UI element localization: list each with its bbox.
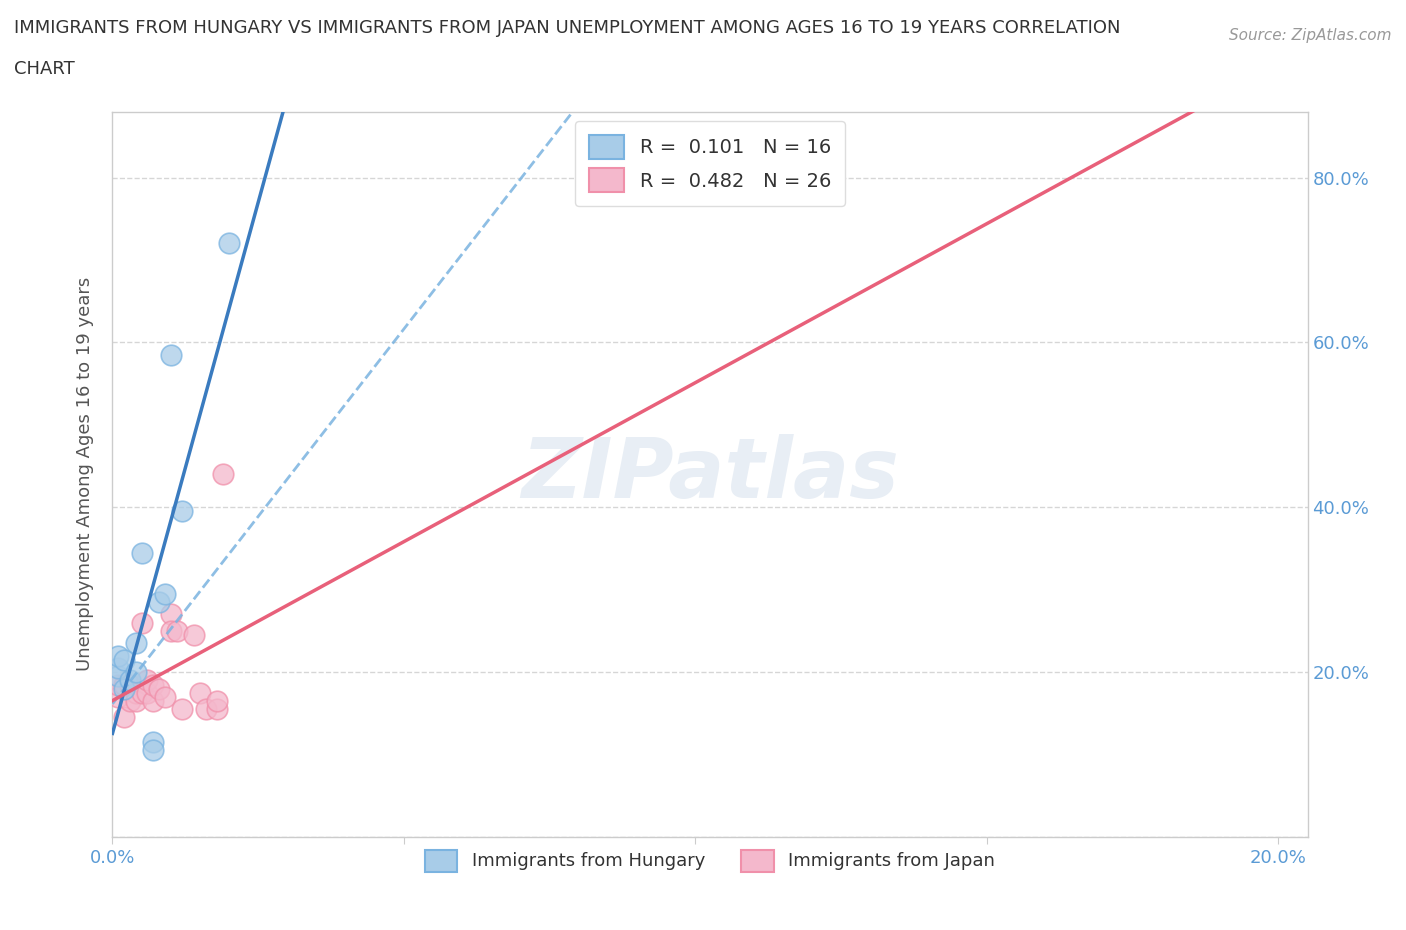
- Text: ZIPatlas: ZIPatlas: [522, 433, 898, 515]
- Point: [107, 660, 129, 675]
- Point: [136, 673, 159, 688]
- Point: [212, 467, 235, 482]
- Point: [159, 623, 181, 638]
- Point: [112, 681, 135, 696]
- Point: [131, 685, 153, 700]
- Point: [125, 685, 148, 700]
- Point: [188, 685, 211, 700]
- Point: [107, 689, 129, 704]
- Point: [131, 616, 153, 631]
- Point: [142, 677, 165, 692]
- Point: [148, 681, 170, 696]
- Point: [153, 689, 176, 704]
- Point: [136, 685, 159, 700]
- Point: [142, 743, 165, 758]
- Point: [166, 623, 188, 638]
- Point: [125, 636, 148, 651]
- Point: [112, 677, 135, 692]
- Point: [194, 702, 217, 717]
- Point: [118, 677, 141, 692]
- Point: [207, 702, 229, 717]
- Text: CHART: CHART: [14, 60, 75, 78]
- Point: [159, 347, 181, 362]
- Point: [112, 710, 135, 724]
- Point: [125, 665, 148, 680]
- Text: IMMIGRANTS FROM HUNGARY VS IMMIGRANTS FROM JAPAN UNEMPLOYMENT AMONG AGES 16 TO 1: IMMIGRANTS FROM HUNGARY VS IMMIGRANTS FR…: [14, 19, 1121, 36]
- Point: [142, 735, 165, 750]
- Point: [159, 607, 181, 622]
- Point: [172, 504, 194, 519]
- Point: [131, 545, 153, 560]
- Point: [153, 587, 176, 602]
- Point: [207, 694, 229, 709]
- Y-axis label: Unemployment Among Ages 16 to 19 years: Unemployment Among Ages 16 to 19 years: [76, 277, 94, 671]
- Point: [142, 694, 165, 709]
- Point: [183, 628, 205, 643]
- Point: [112, 652, 135, 667]
- Point: [148, 594, 170, 609]
- Text: Source: ZipAtlas.com: Source: ZipAtlas.com: [1229, 28, 1392, 43]
- Point: [125, 694, 148, 709]
- Point: [218, 236, 240, 251]
- Point: [172, 702, 194, 717]
- Point: [107, 648, 129, 663]
- Point: [118, 673, 141, 688]
- Point: [118, 694, 141, 709]
- Point: [107, 669, 129, 684]
- Point: [107, 677, 129, 692]
- Legend: Immigrants from Hungary, Immigrants from Japan: Immigrants from Hungary, Immigrants from…: [418, 843, 1002, 879]
